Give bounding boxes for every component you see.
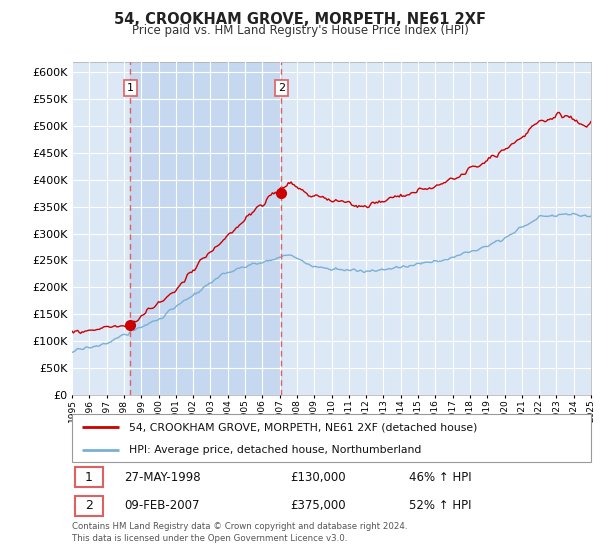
Text: 1: 1 [127, 83, 134, 94]
FancyBboxPatch shape [72, 414, 591, 462]
Text: Contains HM Land Registry data © Crown copyright and database right 2024.
This d: Contains HM Land Registry data © Crown c… [72, 522, 407, 543]
Text: Price paid vs. HM Land Registry's House Price Index (HPI): Price paid vs. HM Land Registry's House … [131, 24, 469, 36]
FancyBboxPatch shape [74, 467, 103, 487]
Text: 46% ↑ HPI: 46% ↑ HPI [409, 470, 472, 483]
Text: 54, CROOKHAM GROVE, MORPETH, NE61 2XF (detached house): 54, CROOKHAM GROVE, MORPETH, NE61 2XF (d… [129, 422, 478, 432]
Bar [130, 62, 281, 395]
Text: 1: 1 [85, 470, 92, 483]
FancyBboxPatch shape [74, 496, 103, 516]
Text: 09-FEB-2007: 09-FEB-2007 [124, 500, 199, 512]
Text: £130,000: £130,000 [290, 470, 346, 483]
Text: £375,000: £375,000 [290, 500, 346, 512]
Text: 54, CROOKHAM GROVE, MORPETH, NE61 2XF: 54, CROOKHAM GROVE, MORPETH, NE61 2XF [114, 12, 486, 27]
Text: 2: 2 [85, 500, 92, 512]
Text: 27-MAY-1998: 27-MAY-1998 [124, 470, 200, 483]
Text: HPI: Average price, detached house, Northumberland: HPI: Average price, detached house, Nort… [129, 445, 421, 455]
Text: 52% ↑ HPI: 52% ↑ HPI [409, 500, 472, 512]
Text: 2: 2 [278, 83, 285, 94]
